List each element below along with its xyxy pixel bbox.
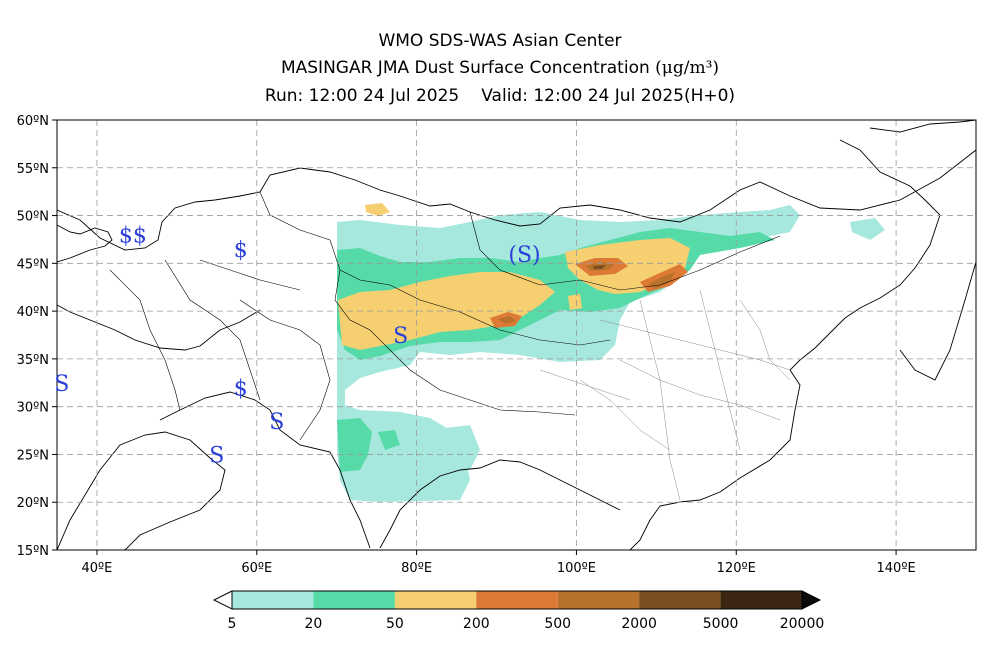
colorbar-frame	[231, 590, 803, 610]
colorbar-level-label: 20	[305, 616, 323, 632]
colorbar-segment	[639, 591, 721, 609]
dust-storm-symbol: S	[393, 324, 408, 349]
dust-region-yellow	[338, 272, 555, 350]
dust-region-yellow-sm	[568, 294, 582, 310]
chart-title: WMO SDS-WAS Asian Center	[378, 31, 622, 51]
tick-label-lon: 40ºE	[82, 561, 113, 576]
colorbar-level-label: 500	[544, 616, 571, 632]
colorbar-segment	[476, 591, 558, 609]
subtitle-text: MASINGAR JMA Dust Surface Concentration	[280, 58, 656, 78]
tick-label-lon: 80ºE	[401, 561, 432, 576]
tick-label-lat: 55ºN	[17, 162, 49, 177]
tick-label-lat: 30ºN	[17, 401, 49, 416]
chart-subtitle: MASINGAR JMA Dust Surface Concentration …	[0, 58, 1000, 78]
tick-label-lat: 45ºN	[17, 257, 49, 272]
dust-storm-symbol: $	[234, 238, 248, 263]
colorbar-segment	[720, 591, 802, 609]
dust-region-brown-3	[498, 316, 516, 324]
tick-label-lat: 60ºN	[17, 114, 49, 129]
colorbar-segment	[232, 591, 314, 609]
dust-region-yellow-n	[365, 203, 390, 216]
dust-region-green-s	[378, 430, 400, 450]
axis-ticks: 40ºE 60ºE 80ºE 100ºE 120ºE 140ºE 60ºN 55ºN 50ºN 4…	[17, 114, 916, 576]
tick-label-lat: 50ºN	[17, 210, 49, 225]
dust-storm-symbol: S	[54, 372, 69, 397]
colorbar-level-label: 20000	[780, 616, 825, 632]
tick-label-lat: 15ºN	[17, 544, 49, 559]
colorbar-level-label: 5	[228, 616, 237, 632]
colorbar-max-arrow	[801, 590, 822, 610]
dust-region-darkbrown	[593, 265, 606, 269]
dust-storm-symbol: (S)	[508, 243, 540, 268]
colorbar-segment	[313, 591, 395, 609]
dust-region-brown-2	[648, 272, 675, 289]
dust-region-cyan-ne	[850, 218, 885, 240]
time-line: Run: 12:00 24 Jul 2025 Valid: 12:00 24 Ju…	[0, 86, 1000, 106]
tick-label-lat: 35ºN	[17, 353, 49, 368]
valid-time: Valid: 12:00 24 Jul 2025(H+0)	[481, 86, 736, 106]
dust-storm-symbol: $$	[119, 224, 147, 249]
dust-region-cyan-india	[430, 425, 480, 470]
dust-region-green-w	[337, 418, 372, 472]
coastlines	[57, 120, 976, 550]
colorbar-min-arrow	[212, 590, 233, 610]
grid-lines	[57, 120, 976, 550]
tick-label-lon: 60ºE	[241, 561, 272, 576]
dust-storm-symbol: $	[234, 377, 248, 402]
colorbar-level-label: 5000	[703, 616, 739, 632]
province-borders	[539, 289, 791, 501]
colorbar-segment	[394, 591, 477, 609]
dust-storm-symbol: S	[209, 443, 224, 468]
dust-storm-symbol: S	[269, 410, 284, 435]
tick-label-lat: 40ºN	[17, 305, 49, 320]
tick-label-lon: 140ºE	[877, 561, 916, 576]
tick-label-lat: 20ºN	[17, 496, 49, 511]
colorbar-level-label: 2000	[621, 616, 657, 632]
run-time: Run: 12:00 24 Jul 2025	[264, 86, 460, 106]
tick-label-lat: 25ºN	[17, 448, 49, 463]
tick-label-lon: 100ºE	[557, 561, 596, 576]
map-frame	[56, 119, 977, 551]
colorbar: 5 20 50 200 500 2000 5000 20000	[212, 590, 825, 632]
storm-symbols: $$$S(S)$SSS	[54, 224, 540, 469]
unit-label: (μg/m³)	[655, 58, 720, 78]
colorbar-level-label: 50	[386, 616, 404, 632]
colorbar-level-label: 200	[463, 616, 490, 632]
tick-label-lon: 120ºE	[717, 561, 756, 576]
colorbar-segment	[557, 591, 640, 609]
dust-field	[337, 203, 885, 502]
country-borders	[109, 191, 781, 441]
